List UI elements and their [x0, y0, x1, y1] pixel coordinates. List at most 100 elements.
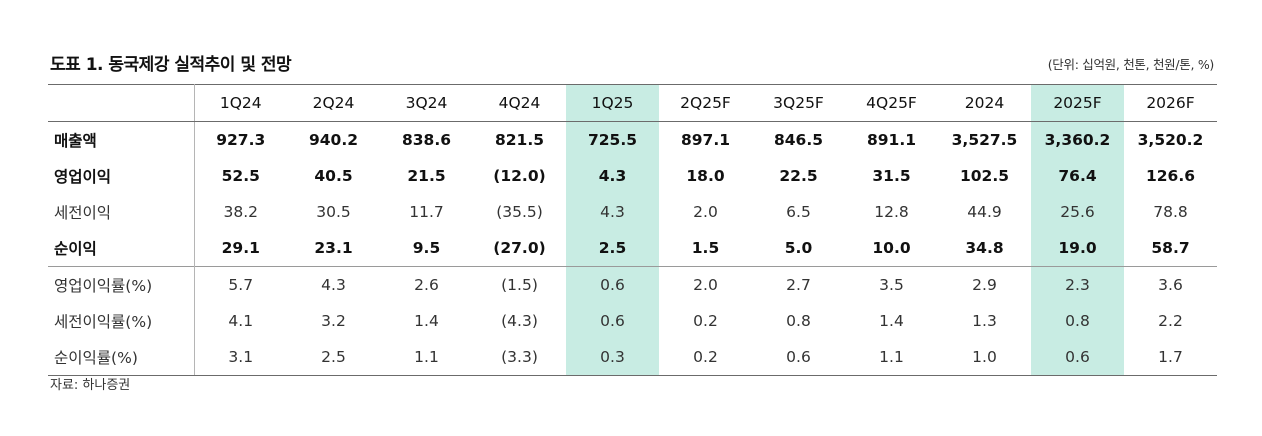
table-cell-highlighted: 19.0	[1031, 230, 1124, 267]
table-cell-highlighted: 3,360.2	[1031, 121, 1124, 158]
table-cell-highlighted: 725.5	[566, 121, 659, 158]
table-cell: 821.5	[494, 131, 545, 149]
table-cell: 22.5	[779, 167, 818, 185]
table-cell: 38.2	[223, 203, 258, 221]
table-cell: 18.0	[686, 167, 725, 185]
table-cell: (3.3)	[473, 339, 566, 376]
table-cell: 23.1	[314, 239, 353, 257]
table-title: 도표 1. 동국제강 실적추이 및 전망	[50, 55, 292, 75]
table-cell-highlighted: 4.3	[566, 194, 659, 230]
table-cell: 3.1	[194, 339, 287, 376]
table-cell: 11.7	[409, 203, 444, 221]
table-cell: 21.5	[407, 167, 446, 185]
table-cell: (12.0)	[493, 167, 546, 185]
table-cell: 1.1	[380, 339, 473, 376]
column-header: 2024	[938, 84, 1031, 122]
column-header: 4Q24	[473, 84, 566, 122]
table-cell: 897.1	[680, 131, 731, 149]
table-cell: (27.0)	[493, 239, 546, 257]
table-cell: 78.8	[1153, 203, 1188, 221]
row-label: 세전이익률(%)	[48, 303, 195, 339]
table-cell: 891.1	[866, 131, 917, 149]
table-cell: 2.0	[659, 266, 752, 303]
table-cell-highlighted: 25.6	[1031, 194, 1124, 230]
table-cell: 34.8	[965, 239, 1004, 257]
table-cell: 0.8	[786, 312, 811, 330]
column-header: 1Q24	[194, 84, 287, 122]
table-cell: 927.3	[216, 131, 266, 149]
row-label: 순이익률(%)	[48, 339, 195, 376]
table-row: 영업이익률(%) 5.7 4.3 2.6 (1.5) 0.6 2.0 2.7 3…	[48, 266, 1217, 303]
column-header: 2Q25F	[659, 84, 752, 122]
row-label: 매출액	[48, 121, 195, 158]
table-cell-highlighted: 2.3	[1031, 266, 1124, 303]
table-row: 순이익률(%) 3.1 2.5 1.1 (3.3) 0.3 0.2 0.6 1.…	[48, 339, 1217, 376]
table-cell: 10.0	[872, 239, 911, 257]
row-label: 세전이익	[48, 194, 195, 230]
column-header: 2026F	[1124, 84, 1217, 122]
table-cell: 5.0	[784, 239, 813, 257]
source-note: 자료: 하나증권	[50, 378, 131, 393]
table-cell: 0.2	[659, 339, 752, 376]
table-cell: 0.6	[752, 339, 845, 376]
column-header-highlighted: 1Q25	[566, 84, 659, 122]
table-cell-highlighted: 76.4	[1031, 158, 1124, 194]
table-cell: (4.3)	[501, 312, 538, 330]
table-cell: (35.5)	[496, 203, 543, 221]
table-cell: 58.7	[1151, 239, 1190, 257]
table-cell: 2.0	[693, 203, 718, 221]
table-row: 순이익 29.1 23.1 9.5 (27.0) 2.5 1.5 5.0 10.…	[48, 230, 1217, 267]
table-cell: 1.0	[938, 339, 1031, 376]
table-cell: 0.2	[693, 312, 718, 330]
column-header: 3Q25F	[752, 84, 845, 122]
table-cell-highlighted: 0.8	[1031, 303, 1124, 339]
table-cell: 6.5	[786, 203, 811, 221]
table-cell: 9.5	[412, 239, 441, 257]
table-cell-highlighted: 0.3	[566, 339, 659, 376]
table-cell: 1.4	[414, 312, 439, 330]
table-cell: 4.3	[287, 266, 380, 303]
table-cell: 4.1	[228, 312, 254, 330]
table-cell-highlighted: 0.6	[566, 266, 659, 303]
table-cell-highlighted: 0.6	[566, 303, 659, 339]
table-row: 매출액 927.3 940.2 838.6 821.5 725.5 897.1 …	[48, 121, 1217, 158]
header-label-cell	[48, 84, 195, 122]
table-cell: 1.4	[879, 312, 904, 330]
table-cell: 2.2	[1158, 312, 1183, 330]
table-row: 세전이익률(%) 4.1 3.2 1.4 (4.3) 0.6 0.2 0.8 1…	[48, 303, 1217, 339]
column-header: 4Q25F	[845, 84, 938, 122]
table-cell: 838.6	[401, 131, 452, 149]
table-cell: 44.9	[967, 203, 1002, 221]
table-cell: 126.6	[1145, 167, 1196, 185]
table-cell: 1.3	[972, 312, 997, 330]
table-cell: 1.5	[691, 239, 720, 257]
table-cell: 29.1	[221, 239, 260, 257]
table-cell: 846.5	[773, 131, 824, 149]
table-cell: 940.2	[308, 131, 359, 149]
table-cell: 2.5	[287, 339, 380, 376]
table-cell: 31.5	[872, 167, 911, 185]
table-cell: 30.5	[316, 203, 351, 221]
table-cell: 2.9	[938, 266, 1031, 303]
header-row: 1Q24 2Q24 3Q24 4Q24 1Q25 2Q25F 3Q25F 4Q2…	[48, 84, 1217, 122]
table-cell: 3.2	[321, 312, 346, 330]
table-cell: 1.1	[845, 339, 938, 376]
table-cell-highlighted: 2.5	[566, 230, 659, 267]
table-cell: 2.6	[380, 266, 473, 303]
table-cell: 3,520.2	[1137, 131, 1204, 149]
table-row: 세전이익 38.2 30.5 11.7 (35.5) 4.3 2.0 6.5 1…	[48, 194, 1217, 230]
column-header: 2Q24	[287, 84, 380, 122]
table-cell-highlighted: 0.6	[1031, 339, 1124, 376]
table-row: 영업이익 52.5 40.5 21.5 (12.0) 4.3 18.0 22.5…	[48, 158, 1217, 194]
table-cell-highlighted: 4.3	[566, 158, 659, 194]
table-cell: 52.5	[221, 167, 260, 185]
column-header-highlighted: 2025F	[1031, 84, 1124, 122]
table-cell: 3.6	[1124, 266, 1217, 303]
row-label: 영업이익률(%)	[48, 266, 195, 303]
table-cell: 102.5	[959, 167, 1010, 185]
table-cell: 2.7	[752, 266, 845, 303]
table-cell: 1.7	[1124, 339, 1217, 376]
table-cell: 3.5	[845, 266, 938, 303]
row-label: 영업이익	[48, 158, 195, 194]
row-label: 순이익	[48, 230, 195, 267]
